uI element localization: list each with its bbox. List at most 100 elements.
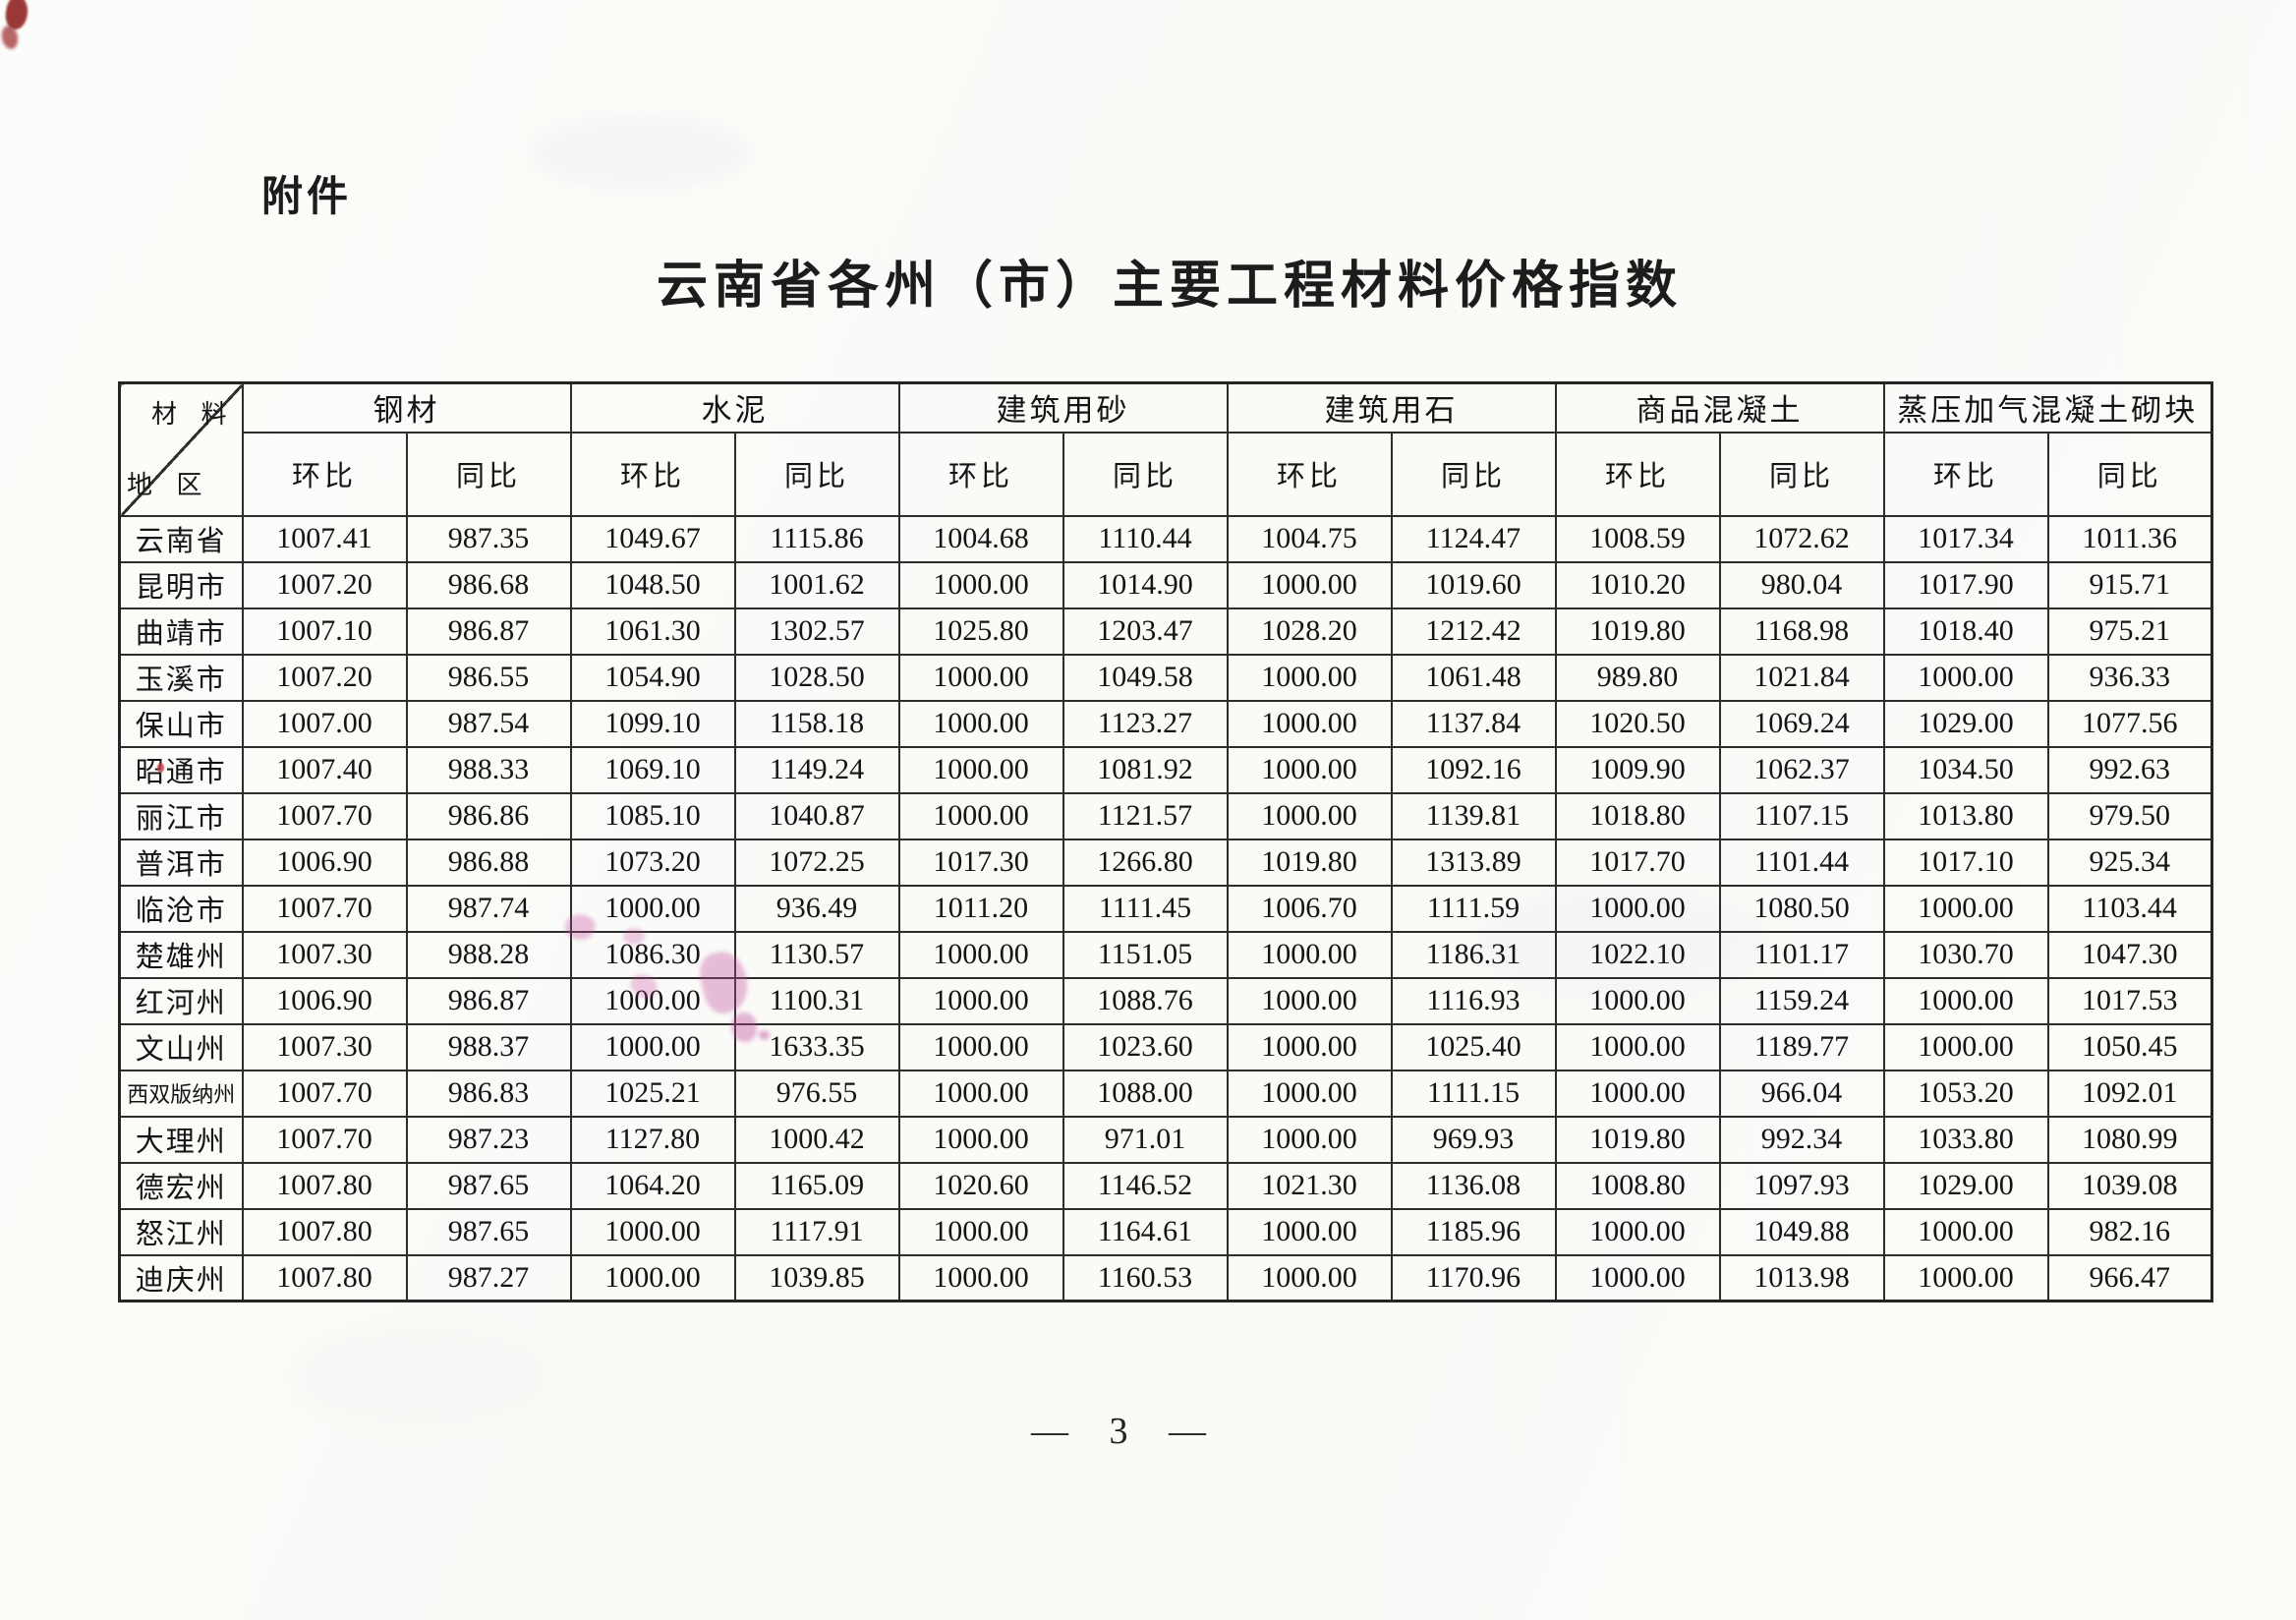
- value-cell: 1092.16: [1390, 745, 1557, 794]
- value-cell: 1022.10: [1554, 930, 1721, 979]
- value-cell: 1117.91: [733, 1207, 900, 1256]
- region-cell: 楚雄州: [118, 930, 244, 979]
- value-cell: 1170.96: [1390, 1253, 1557, 1302]
- value-cell: 987.35: [405, 514, 572, 563]
- value-cell: 1000.00: [897, 653, 1064, 702]
- value-cell: 1007.80: [241, 1207, 408, 1256]
- value-cell: 1164.61: [1062, 1207, 1229, 1256]
- region-cell: 红河州: [118, 976, 244, 1025]
- value-cell: 1000.00: [1226, 1069, 1393, 1118]
- value-cell: 1019.80: [1554, 1115, 1721, 1164]
- value-cell: 1000.00: [1226, 930, 1393, 979]
- value-cell: 1000.00: [1554, 884, 1721, 933]
- value-cell: 1025.21: [569, 1069, 736, 1118]
- red-ink-dot: [157, 763, 164, 773]
- value-cell: 1085.10: [569, 791, 736, 840]
- value-cell: 1033.80: [1882, 1115, 2049, 1164]
- value-cell: 1007.30: [241, 930, 408, 979]
- value-cell: 975.21: [2046, 607, 2213, 656]
- value-cell: 1007.30: [241, 1022, 408, 1071]
- value-cell: 1006.90: [241, 976, 408, 1025]
- value-cell: 1313.89: [1390, 838, 1557, 887]
- value-cell: 1124.47: [1390, 514, 1557, 563]
- value-cell: 976.55: [733, 1069, 900, 1118]
- value-cell: 1018.80: [1554, 791, 1721, 840]
- value-cell: 1006.90: [241, 838, 408, 887]
- value-cell: 1017.10: [1882, 838, 2049, 887]
- value-cell: 1159.24: [1718, 976, 1885, 1025]
- table-row: 怒江州 1007.80 987.65 1000.00 1117.91 1000.00 116…: [118, 1207, 2213, 1256]
- value-cell: 1062.37: [1718, 745, 1885, 794]
- value-cell: 1110.44: [1062, 514, 1229, 563]
- value-cell: 987.23: [405, 1115, 572, 1164]
- table-row: 迪庆州 1007.80 987.27 1000.00 1039.85 1000.00 116…: [118, 1253, 2213, 1302]
- value-cell: 1007.20: [241, 560, 408, 609]
- value-cell: 1000.00: [569, 1253, 736, 1302]
- value-cell: 1007.10: [241, 607, 408, 656]
- value-cell: 987.27: [405, 1253, 572, 1302]
- value-cell: 1017.70: [1554, 838, 1721, 887]
- value-cell: 1007.80: [241, 1253, 408, 1302]
- value-cell: 1000.00: [569, 1207, 736, 1256]
- value-cell: 1130.57: [733, 930, 900, 979]
- region-cell: 迪庆州: [118, 1253, 244, 1302]
- value-cell: 1165.09: [733, 1161, 900, 1210]
- table-row: 西双版纳州 1007.70 986.83 1025.21 976.55 1000.00 10…: [118, 1069, 2213, 1118]
- value-cell: 1039.85: [733, 1253, 900, 1302]
- value-cell: 986.55: [405, 653, 572, 702]
- value-cell: 1025.80: [897, 607, 1064, 656]
- value-cell: 1158.18: [733, 699, 900, 748]
- value-cell: 1137.84: [1390, 699, 1557, 748]
- value-cell: 986.88: [405, 838, 572, 887]
- yoy-header-2: 同比: [1062, 431, 1229, 517]
- value-cell: 1004.68: [897, 514, 1064, 563]
- value-cell: 1115.86: [733, 514, 900, 563]
- region-cell: 昭通市: [118, 745, 244, 794]
- value-cell: 1080.50: [1718, 884, 1885, 933]
- value-cell: 1000.00: [1554, 1022, 1721, 1071]
- value-cell: 1000.00: [897, 1253, 1064, 1302]
- value-cell: 1025.40: [1390, 1022, 1557, 1071]
- value-cell: 1000.00: [1226, 653, 1393, 702]
- price-index-table: 材 料 地 区 钢材 水泥 建筑用砂 建筑用石 商品混凝土 蒸压加气混凝土砌块 环比 同比环…: [118, 381, 2213, 1302]
- mom-header-5: 环比: [1882, 431, 2049, 517]
- value-cell: 1000.00: [897, 560, 1064, 609]
- value-cell: 1000.00: [1554, 1253, 1721, 1302]
- value-cell: 1021.30: [1226, 1161, 1393, 1210]
- value-cell: 1020.60: [897, 1161, 1064, 1210]
- value-cell: 1007.70: [241, 884, 408, 933]
- value-cell: 1189.77: [1718, 1022, 1885, 1071]
- sub-header-row: 环比 同比 环比 同比 环比 同比 环比 同比 环比 同比 环比 同比: [120, 431, 2213, 517]
- material-group-header-0: 钢材: [241, 381, 572, 434]
- value-cell: 1061.30: [569, 607, 736, 656]
- table-row: 丽江市 1007.70 986.86 1085.10 1040.87 1000.00 112…: [118, 791, 2213, 840]
- value-cell: 1081.92: [1062, 745, 1229, 794]
- value-cell: 1100.31: [733, 976, 900, 1025]
- value-cell: 1054.90: [569, 653, 736, 702]
- value-cell: 987.65: [405, 1161, 572, 1210]
- corner-header-cell: 材 料 地 区: [118, 381, 244, 517]
- value-cell: 1121.57: [1062, 791, 1229, 840]
- value-cell: 1266.80: [1062, 838, 1229, 887]
- value-cell: 1107.15: [1718, 791, 1885, 840]
- value-cell: 1009.90: [1554, 745, 1721, 794]
- value-cell: 936.33: [2046, 653, 2213, 702]
- value-cell: 1001.62: [733, 560, 900, 609]
- material-group-header-5: 蒸压加气混凝土砌块: [1882, 381, 2213, 434]
- value-cell: 1029.00: [1882, 1161, 2049, 1210]
- scan-tint: [531, 118, 747, 187]
- value-cell: 1000.00: [897, 791, 1064, 840]
- value-cell: 1069.24: [1718, 699, 1885, 748]
- value-cell: 1000.00: [569, 976, 736, 1025]
- value-cell: 1072.25: [733, 838, 900, 887]
- value-cell: 1000.00: [1226, 976, 1393, 1025]
- value-cell: 986.83: [405, 1069, 572, 1118]
- value-cell: 1000.00: [569, 884, 736, 933]
- value-cell: 1049.88: [1718, 1207, 1885, 1256]
- value-cell: 1000.00: [1554, 1207, 1721, 1256]
- value-cell: 1103.44: [2046, 884, 2213, 933]
- value-cell: 1047.30: [2046, 930, 2213, 979]
- page-number: — 3 —: [1031, 1411, 1222, 1452]
- value-cell: 1018.40: [1882, 607, 2049, 656]
- table-row: 楚雄州 1007.30 988.28 1086.30 1130.57 1000.00 115…: [118, 930, 2213, 979]
